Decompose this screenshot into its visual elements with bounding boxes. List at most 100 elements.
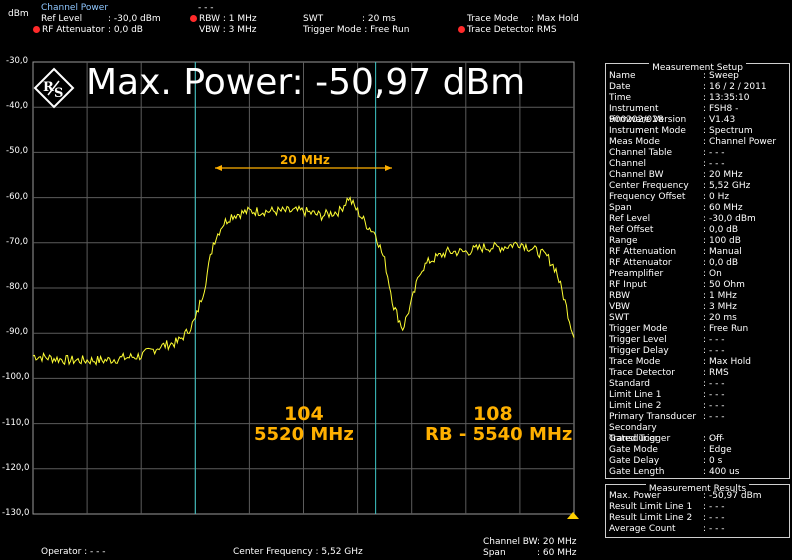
setup-row-label: Trace Detector bbox=[609, 368, 675, 378]
setup-row-label: Date bbox=[609, 82, 631, 92]
setup-row: SWT:20 ms bbox=[609, 313, 737, 323]
reference-marker-icon bbox=[567, 512, 579, 519]
setup-row: Limit Line 1:- - - bbox=[609, 390, 725, 400]
channel-1-frequency: 5520 MHz bbox=[254, 424, 354, 445]
setup-row-value: 400 us bbox=[709, 467, 740, 477]
setup-row-label: Limit Line 2 bbox=[609, 401, 662, 411]
svg-text:R: R bbox=[43, 80, 54, 95]
channel-1-number: 104 bbox=[284, 403, 324, 425]
bandwidth-label: 20 MHz bbox=[280, 153, 330, 167]
mode-title: Channel Power bbox=[41, 3, 109, 13]
setup-row: Firmware Version: V1.43 bbox=[609, 115, 736, 125]
setup-row-label: Channel Table bbox=[609, 148, 673, 158]
setup-row: RF Attenuation: Manual bbox=[609, 247, 742, 257]
setup-row-value: - - - bbox=[709, 148, 725, 158]
measurement-setup-title: Measurement Setup bbox=[606, 63, 789, 73]
setup-row-value: - - - bbox=[709, 390, 725, 400]
setup-row-label: Channel BW bbox=[609, 170, 664, 180]
setup-row: Limit Line 2:- - - bbox=[609, 401, 725, 411]
results-row-value: - - - bbox=[709, 513, 725, 523]
setup-row-value: 100 dB bbox=[709, 236, 741, 246]
setup-row: Gate Mode: Edge bbox=[609, 445, 732, 455]
y-tick-label: -80,0 bbox=[6, 282, 28, 292]
setup-row: Instrument: FSH8 - 900202/028 bbox=[609, 104, 739, 125]
setup-row-label: Gated Trigger bbox=[609, 434, 671, 444]
unit-label: dBm bbox=[8, 9, 29, 19]
setup-row: Span:60 MHz bbox=[609, 203, 743, 213]
results-row-label: Result Limit Line 1 bbox=[609, 502, 693, 512]
setup-row: Trigger Delay: - - - bbox=[609, 346, 725, 356]
setup-row-label: Name bbox=[609, 71, 636, 81]
setup-row-value: - - - bbox=[709, 346, 725, 356]
results-row-value: -50,97 dBm bbox=[709, 491, 762, 501]
setup-row-label: Standard bbox=[609, 379, 650, 389]
setup-row-value: Spectrum bbox=[709, 126, 753, 136]
y-tick-label: -90,0 bbox=[6, 327, 28, 338]
header-dashes: - - - bbox=[198, 3, 214, 13]
setup-row: Primary Transducer: - - - bbox=[609, 412, 725, 422]
grid bbox=[32, 61, 575, 515]
y-tick-label: -30,0 bbox=[6, 56, 28, 66]
trace-detector-value: : RMS bbox=[531, 25, 557, 35]
span-value: : 60 MHz bbox=[537, 548, 577, 558]
setup-row: Channel BW:20 MHz bbox=[609, 170, 743, 180]
setup-row-value: 16 / 2 / 2011 bbox=[709, 82, 767, 92]
setup-row-label: Channel bbox=[609, 159, 646, 169]
setup-row-label: Gate Length bbox=[609, 467, 665, 477]
setup-row: Channel Table: - - - bbox=[609, 148, 725, 158]
setup-row-label: Ref Offset bbox=[609, 225, 654, 235]
setup-row-label: Trigger Delay bbox=[609, 346, 669, 356]
setup-row-label: Instrument Mode bbox=[609, 126, 686, 136]
results-row-value: - - - bbox=[709, 502, 725, 512]
setup-row-value: 60 MHz bbox=[709, 203, 743, 213]
measurement-setup-panel: Measurement Setup Name: Sweep Date:16 / 2 … bbox=[605, 63, 790, 479]
setup-row-label: Limit Line 1 bbox=[609, 390, 662, 400]
setup-row-label: Span bbox=[609, 203, 632, 213]
setup-row-value: On bbox=[709, 269, 722, 279]
setup-row-label: RF Attenuator bbox=[609, 258, 672, 268]
setup-row-label: Firmware Version bbox=[609, 115, 687, 125]
setup-row-value: 0 s bbox=[709, 456, 723, 466]
y-tick-label: -70,0 bbox=[6, 236, 28, 247]
setup-row-value: 50 Ohm bbox=[709, 280, 745, 290]
setup-row-label: SWT bbox=[609, 313, 630, 323]
results-row: Average Count: - - - bbox=[609, 524, 725, 534]
spectrum-trace bbox=[32, 196, 575, 366]
setup-row-value: 0,0 dB bbox=[709, 258, 739, 268]
setup-row-label: Secondary Transducer bbox=[609, 423, 659, 444]
setup-row-label: Gate Delay bbox=[609, 456, 660, 466]
status-dot-icon bbox=[190, 15, 197, 22]
rbw-status: RBW : 1 MHz bbox=[190, 14, 257, 24]
setup-row-value: Manual bbox=[709, 247, 742, 257]
results-row-label: Average Count bbox=[609, 524, 676, 534]
setup-row-label: RF Input bbox=[609, 280, 647, 290]
setup-row: Trigger Mode: Free Run bbox=[609, 324, 749, 334]
setup-row: Center Frequency:5,52 GHz bbox=[609, 181, 751, 191]
setup-row-value: - - - bbox=[709, 434, 725, 444]
channel-bw-value: : 20 MHz bbox=[537, 537, 577, 547]
setup-row-label: Trigger Level bbox=[609, 335, 667, 345]
setup-row: Range:100 dB bbox=[609, 236, 741, 246]
setup-row-value: RMS bbox=[709, 368, 729, 378]
center-frequency-label: Center Frequency : 5,52 GHz bbox=[233, 547, 363, 557]
setup-row: RF Input:50 Ohm bbox=[609, 280, 745, 290]
measurement-results-title: Measurement Results bbox=[606, 484, 789, 494]
setup-row: Trace Detector: RMS bbox=[609, 368, 729, 378]
setup-row-label: RF Attenuation bbox=[609, 247, 677, 257]
setup-row-label: Range bbox=[609, 236, 638, 246]
y-tick-label: -50,0 bbox=[6, 146, 28, 157]
setup-row: Gated Trigger: Off bbox=[609, 434, 723, 444]
setup-row-value: Channel Power bbox=[709, 137, 777, 147]
trigger-mode-label: Trigger Mode : Free Run bbox=[303, 25, 410, 35]
swt-value: : 20 ms bbox=[362, 14, 396, 24]
trace-mode-value: : Max Hold bbox=[531, 14, 579, 24]
setup-row-label: RBW bbox=[609, 291, 631, 301]
setup-row: Time:13:35:10 bbox=[609, 93, 750, 103]
setup-row-value: 20 MHz bbox=[709, 170, 743, 180]
y-tick-label: -110,0 bbox=[2, 417, 30, 428]
y-tick-label: -40,0 bbox=[6, 101, 28, 112]
results-row: Result Limit Line 1:- - - bbox=[609, 502, 725, 512]
y-tick-label: -120,0 bbox=[2, 462, 30, 473]
results-row: Max. Power: -50,97 dBm bbox=[609, 491, 762, 501]
